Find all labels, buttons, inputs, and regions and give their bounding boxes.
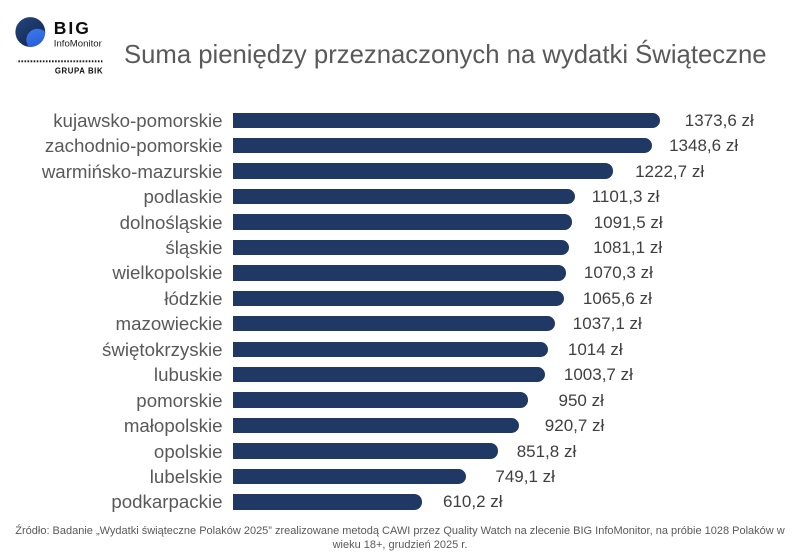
svg-text:BIG: BIG: [54, 18, 91, 38]
svg-text:InfoMonitor: InfoMonitor: [54, 38, 103, 49]
svg-text:GRUPA BIK: GRUPA BIK: [55, 66, 103, 75]
